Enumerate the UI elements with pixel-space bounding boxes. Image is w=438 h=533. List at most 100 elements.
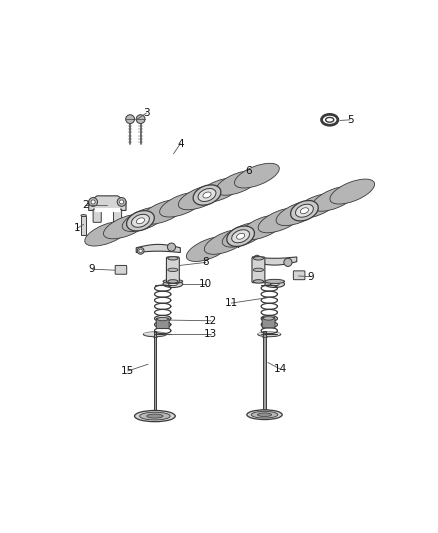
Ellipse shape xyxy=(163,281,183,287)
Ellipse shape xyxy=(168,268,178,271)
Ellipse shape xyxy=(122,207,167,231)
Ellipse shape xyxy=(265,281,285,287)
Ellipse shape xyxy=(258,332,281,337)
Ellipse shape xyxy=(232,230,250,243)
Polygon shape xyxy=(88,196,126,211)
Ellipse shape xyxy=(103,214,148,239)
Text: 9: 9 xyxy=(308,272,314,281)
Circle shape xyxy=(120,200,124,204)
Text: 7: 7 xyxy=(235,240,241,251)
Ellipse shape xyxy=(163,279,183,284)
Text: 5: 5 xyxy=(347,115,353,125)
Text: 10: 10 xyxy=(199,279,212,289)
Ellipse shape xyxy=(258,332,281,334)
Circle shape xyxy=(137,247,144,254)
Text: 3: 3 xyxy=(143,108,150,118)
Ellipse shape xyxy=(253,280,264,283)
Polygon shape xyxy=(198,183,363,258)
Ellipse shape xyxy=(312,186,357,211)
Circle shape xyxy=(284,259,292,266)
Text: 4: 4 xyxy=(177,139,184,149)
Ellipse shape xyxy=(290,200,318,221)
Polygon shape xyxy=(247,410,282,415)
Circle shape xyxy=(91,200,95,204)
Ellipse shape xyxy=(197,178,242,203)
FancyBboxPatch shape xyxy=(115,265,127,274)
Ellipse shape xyxy=(141,199,186,224)
Ellipse shape xyxy=(270,282,279,286)
Polygon shape xyxy=(97,167,268,243)
Text: 2: 2 xyxy=(82,200,88,209)
Ellipse shape xyxy=(258,208,303,233)
Circle shape xyxy=(254,255,261,262)
Ellipse shape xyxy=(186,237,231,262)
Circle shape xyxy=(126,115,134,124)
Ellipse shape xyxy=(147,414,163,418)
Ellipse shape xyxy=(140,412,170,420)
Text: 14: 14 xyxy=(274,364,287,374)
Ellipse shape xyxy=(193,185,221,205)
Text: 13: 13 xyxy=(204,329,218,340)
Ellipse shape xyxy=(276,200,321,225)
Circle shape xyxy=(136,115,145,124)
Text: 9: 9 xyxy=(89,264,95,274)
FancyBboxPatch shape xyxy=(293,271,305,280)
Ellipse shape xyxy=(294,193,339,219)
FancyBboxPatch shape xyxy=(154,331,156,414)
Ellipse shape xyxy=(203,192,211,198)
Ellipse shape xyxy=(258,413,272,416)
Circle shape xyxy=(139,249,142,253)
Ellipse shape xyxy=(204,229,249,254)
Circle shape xyxy=(88,198,98,206)
Text: 1: 1 xyxy=(74,223,80,233)
Ellipse shape xyxy=(251,411,278,418)
Ellipse shape xyxy=(253,268,264,271)
Ellipse shape xyxy=(330,179,374,204)
Polygon shape xyxy=(136,245,180,253)
Ellipse shape xyxy=(253,256,264,260)
Ellipse shape xyxy=(247,410,282,419)
Text: 8: 8 xyxy=(202,257,209,268)
Ellipse shape xyxy=(134,410,175,422)
Ellipse shape xyxy=(198,189,216,201)
Text: 6: 6 xyxy=(245,166,251,176)
Text: 15: 15 xyxy=(121,366,134,376)
Ellipse shape xyxy=(265,279,285,284)
Ellipse shape xyxy=(178,185,223,210)
Ellipse shape xyxy=(237,233,245,239)
FancyBboxPatch shape xyxy=(252,257,265,282)
Ellipse shape xyxy=(85,221,130,246)
Ellipse shape xyxy=(131,214,149,227)
Ellipse shape xyxy=(263,317,274,320)
Ellipse shape xyxy=(227,226,254,246)
Ellipse shape xyxy=(159,192,205,217)
Ellipse shape xyxy=(222,222,267,247)
Ellipse shape xyxy=(168,280,178,283)
Polygon shape xyxy=(253,257,297,265)
FancyBboxPatch shape xyxy=(156,318,169,328)
Ellipse shape xyxy=(143,332,166,334)
FancyBboxPatch shape xyxy=(93,209,101,222)
Ellipse shape xyxy=(234,163,279,188)
Ellipse shape xyxy=(169,282,177,286)
FancyBboxPatch shape xyxy=(262,317,275,328)
Ellipse shape xyxy=(157,317,168,321)
Ellipse shape xyxy=(143,332,166,337)
FancyBboxPatch shape xyxy=(166,257,179,282)
Ellipse shape xyxy=(240,215,285,240)
Ellipse shape xyxy=(168,256,178,260)
Ellipse shape xyxy=(300,208,308,214)
Circle shape xyxy=(117,198,126,206)
Circle shape xyxy=(167,243,176,251)
Polygon shape xyxy=(81,215,86,235)
Ellipse shape xyxy=(81,214,86,216)
Ellipse shape xyxy=(296,204,313,217)
Ellipse shape xyxy=(127,211,154,231)
Ellipse shape xyxy=(216,171,261,195)
Polygon shape xyxy=(134,410,175,416)
FancyBboxPatch shape xyxy=(263,331,266,413)
FancyBboxPatch shape xyxy=(113,209,122,222)
Ellipse shape xyxy=(136,218,145,224)
Circle shape xyxy=(255,257,259,260)
Text: 11: 11 xyxy=(225,298,238,308)
